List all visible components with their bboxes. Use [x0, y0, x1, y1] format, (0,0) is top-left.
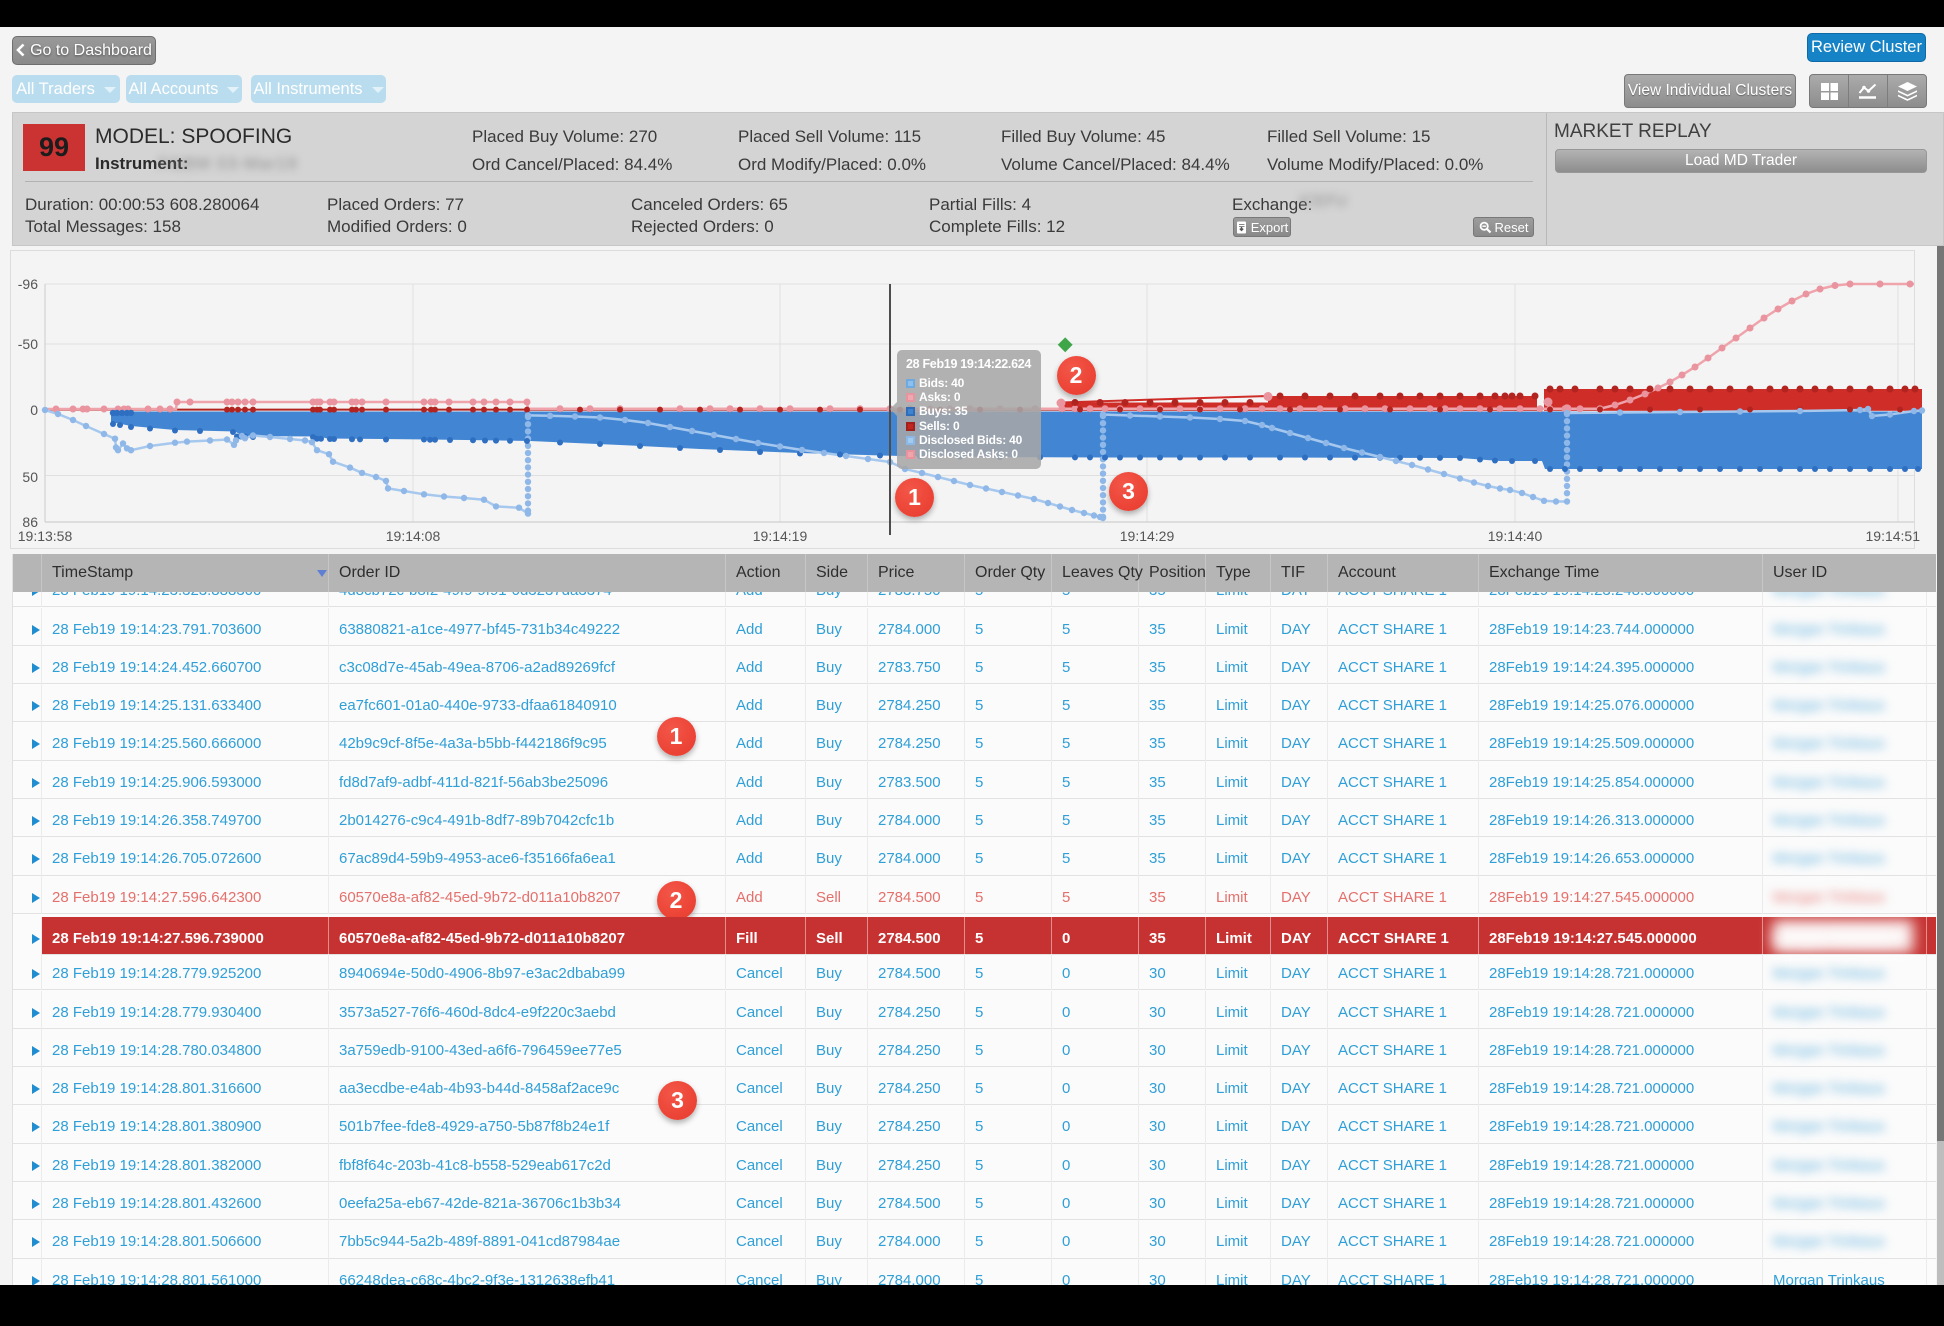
svg-text:19:14:51: 19:14:51 — [1866, 528, 1921, 544]
svg-text:-96: -96 — [18, 276, 38, 292]
svg-text:86: 86 — [22, 514, 38, 530]
svg-text:19:14:29: 19:14:29 — [1120, 528, 1175, 544]
svg-text:50: 50 — [22, 469, 38, 485]
svg-text:19:14:19: 19:14:19 — [753, 528, 808, 544]
svg-text:0: 0 — [30, 402, 38, 418]
svg-text:19:14:08: 19:14:08 — [386, 528, 441, 544]
svg-text:19:14:40: 19:14:40 — [1488, 528, 1543, 544]
svg-text:-50: -50 — [18, 336, 38, 352]
svg-text:19:13:58: 19:13:58 — [18, 528, 73, 544]
